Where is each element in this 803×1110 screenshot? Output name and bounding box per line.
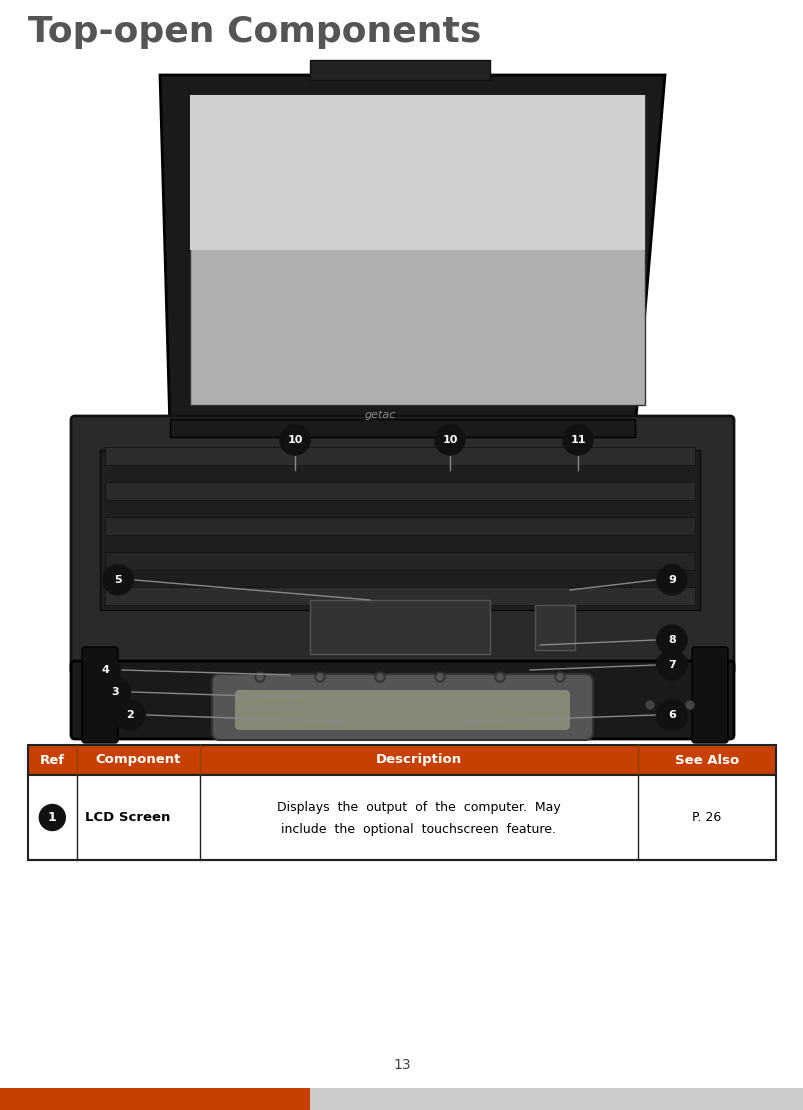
Circle shape	[645, 702, 653, 709]
Text: 13: 13	[393, 1058, 410, 1072]
Bar	[105, 587, 694, 605]
Text: 1: 1	[48, 811, 57, 824]
Text: 1: 1	[144, 825, 152, 835]
Circle shape	[495, 427, 500, 433]
Circle shape	[685, 702, 693, 709]
Text: P. 26: P. 26	[691, 811, 720, 824]
Bar	[105, 517, 694, 535]
Circle shape	[315, 427, 320, 433]
FancyBboxPatch shape	[234, 690, 569, 730]
Bar	[309, 1088, 803, 1110]
Text: Description: Description	[375, 754, 461, 767]
Circle shape	[103, 565, 132, 595]
Bar	[310, 601, 489, 654]
Circle shape	[90, 655, 120, 685]
Circle shape	[296, 427, 303, 433]
Circle shape	[316, 674, 323, 680]
Circle shape	[255, 672, 265, 682]
FancyBboxPatch shape	[212, 674, 593, 740]
Text: See Also: See Also	[674, 754, 738, 767]
Circle shape	[554, 672, 565, 682]
Bar	[28, 775, 775, 860]
Text: include  the  optional  touchscreen  feature.: include the optional touchscreen feature…	[281, 823, 556, 836]
Circle shape	[495, 672, 504, 682]
Bar	[310, 60, 489, 80]
Text: LCD Screen: LCD Screen	[84, 811, 169, 824]
Circle shape	[279, 425, 310, 455]
Text: 9: 9	[667, 575, 675, 585]
Text: 3: 3	[111, 687, 119, 697]
Circle shape	[656, 650, 686, 680]
FancyBboxPatch shape	[691, 647, 727, 743]
Circle shape	[405, 427, 410, 433]
FancyBboxPatch shape	[71, 416, 733, 674]
Bar	[190, 95, 644, 405]
Text: 8: 8	[667, 635, 675, 645]
Circle shape	[386, 427, 393, 433]
Bar	[100, 450, 699, 610]
Circle shape	[257, 674, 263, 680]
Text: Top-open Components: Top-open Components	[28, 16, 481, 49]
Text: 11: 11	[569, 435, 585, 445]
Polygon shape	[160, 75, 664, 430]
Text: Ref: Ref	[39, 754, 65, 767]
Text: 2: 2	[126, 710, 134, 720]
Circle shape	[377, 674, 382, 680]
Circle shape	[100, 677, 130, 707]
Text: 10: 10	[287, 435, 302, 445]
Circle shape	[665, 702, 673, 709]
Circle shape	[656, 700, 686, 730]
Circle shape	[434, 425, 464, 455]
Bar	[105, 552, 694, 571]
Circle shape	[656, 625, 686, 655]
Bar	[105, 447, 694, 465]
FancyBboxPatch shape	[71, 660, 733, 739]
Circle shape	[459, 427, 464, 433]
Text: 6: 6	[667, 710, 675, 720]
Circle shape	[351, 427, 357, 433]
Circle shape	[441, 427, 446, 433]
Circle shape	[315, 672, 324, 682]
Text: 4: 4	[101, 665, 108, 675]
Circle shape	[115, 700, 145, 730]
Text: 10: 10	[442, 435, 457, 445]
Circle shape	[332, 427, 339, 433]
Circle shape	[656, 565, 686, 595]
Circle shape	[132, 815, 163, 845]
Text: getac: getac	[364, 410, 395, 420]
Circle shape	[422, 427, 429, 433]
Bar	[0, 1088, 309, 1110]
Bar	[105, 482, 694, 500]
Text: 7: 7	[667, 660, 675, 670]
Circle shape	[496, 674, 503, 680]
Circle shape	[369, 427, 374, 433]
Circle shape	[434, 672, 444, 682]
Bar	[169, 418, 634, 437]
Circle shape	[562, 425, 593, 455]
Circle shape	[437, 674, 442, 680]
Circle shape	[39, 805, 65, 830]
Circle shape	[556, 674, 562, 680]
Circle shape	[374, 672, 385, 682]
Bar	[190, 95, 644, 250]
Bar	[28, 745, 775, 775]
Text: 5: 5	[114, 575, 122, 585]
Bar	[534, 605, 574, 650]
Text: Displays  the  output  of  the  computer.  May: Displays the output of the computer. May	[276, 801, 560, 814]
Circle shape	[476, 427, 483, 433]
Text: Component: Component	[96, 754, 181, 767]
FancyBboxPatch shape	[82, 647, 118, 743]
